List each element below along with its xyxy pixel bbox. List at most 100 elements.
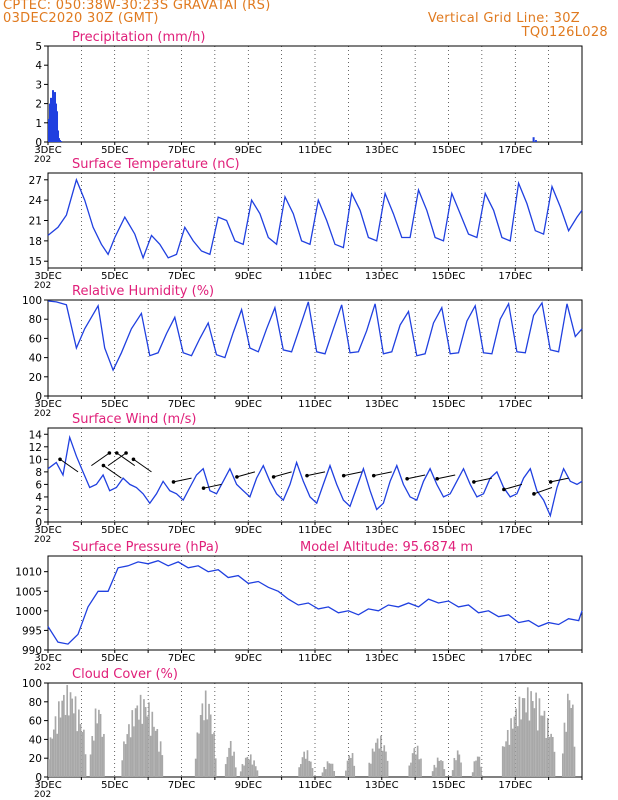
wind-arrow-head <box>548 480 553 484</box>
cloud-bar <box>194 758 197 777</box>
wind-arrow-head <box>405 476 409 481</box>
wind-arrow <box>550 477 569 483</box>
x-tick-label: 7DEC <box>168 780 195 791</box>
cloud-bar <box>521 698 524 777</box>
cloud-bar <box>123 741 125 777</box>
cloud-bar <box>244 757 247 777</box>
y-tick-label: 10 <box>29 454 42 466</box>
wind-arrow <box>473 477 492 483</box>
wind-arrow <box>91 452 110 467</box>
cloud-bar <box>161 755 164 777</box>
wind-arrow <box>503 483 523 490</box>
cloud-bar <box>144 707 147 777</box>
cloud-bar <box>438 760 441 777</box>
y-tick-label: 2 <box>35 504 42 516</box>
wind-arrow <box>373 471 392 477</box>
wind-arrow-head <box>235 475 239 479</box>
cloud-bar <box>530 691 532 777</box>
y-tick-label: 3 <box>35 79 42 91</box>
cloud-bar <box>531 701 534 777</box>
cloud-bar <box>533 708 536 777</box>
cloud-bar <box>566 693 569 777</box>
series-line <box>47 560 583 645</box>
cloud-bar <box>136 705 139 777</box>
cloud-bar <box>133 726 135 777</box>
x-tick-label: 15DEC <box>432 271 466 282</box>
wind-arrow <box>236 471 256 478</box>
x-tick-label: 15DEC <box>432 780 466 791</box>
cloud-bar <box>323 766 326 777</box>
cloud-bar <box>321 772 324 777</box>
cloud-bar <box>346 760 349 777</box>
cloud-bar <box>515 708 517 777</box>
cloud-bar <box>134 708 137 777</box>
cloud-bar <box>443 769 446 777</box>
cloud-bar <box>473 761 476 777</box>
cloud-bar <box>206 719 209 777</box>
wind-arrow-head <box>271 475 276 479</box>
cloud-bar <box>201 703 204 777</box>
cloud-bar <box>526 687 529 777</box>
cloud-bar <box>506 729 509 777</box>
panel-title: Cloud Cover (%) <box>72 667 178 682</box>
y-tick-label: 100 <box>22 678 42 690</box>
cloud-bar <box>330 763 332 777</box>
cloud-bar <box>246 756 249 777</box>
cloud-bar <box>476 756 479 777</box>
x-tick-label: 5DEC <box>101 780 128 791</box>
wind-arrow <box>203 483 222 489</box>
cloud-bar <box>93 740 95 777</box>
cloud-bar <box>420 758 422 777</box>
cloud-bar <box>501 746 504 777</box>
cloud-bar <box>433 764 436 777</box>
wind-arrow-head <box>532 492 536 496</box>
cloud-bar <box>520 719 522 777</box>
y-tick-label: 0 <box>35 772 42 784</box>
cloud-bar <box>253 760 255 777</box>
cloud-bar <box>83 729 85 777</box>
header-datetime: 03DEC2020 30Z (GMT) <box>3 11 159 26</box>
cloud-bar <box>528 720 531 777</box>
cloud-bar <box>228 747 230 777</box>
x-tick-label: 11DEC <box>298 653 332 664</box>
x-tick-label: 7DEC <box>168 271 195 282</box>
precip-bar <box>48 118 51 142</box>
cloud-bar <box>440 760 442 777</box>
x-tick-label: 17DEC <box>498 780 532 791</box>
y-tick-label: 1000 <box>15 606 42 618</box>
cloud-bar <box>303 751 305 777</box>
cloud-bar <box>441 761 444 777</box>
cloud-bar <box>478 756 481 777</box>
cloud-bar <box>553 751 556 777</box>
cloud-bar <box>146 716 149 777</box>
cloud-bar <box>350 757 352 777</box>
cloud-bar <box>385 751 387 777</box>
x-year-label: 202 <box>34 409 51 419</box>
wind-arrow <box>103 465 122 479</box>
x-tick-label: 13DEC <box>365 780 399 791</box>
cloud-bar <box>131 710 134 777</box>
cloud-bar <box>545 737 547 777</box>
cloud-bar <box>298 767 300 777</box>
cloud-bar <box>435 767 437 777</box>
cloud-bar <box>411 753 414 777</box>
wind-arrow <box>306 471 326 477</box>
series-line <box>47 434 583 518</box>
cloud-bar <box>248 759 250 777</box>
cloud-bar <box>208 703 210 777</box>
y-tick-label: 0 <box>35 137 42 149</box>
cloud-bar <box>198 733 200 777</box>
y-tick-label: 1005 <box>15 586 42 598</box>
cloud-bar <box>224 764 227 777</box>
cloud-bar <box>415 754 417 777</box>
precip-bar <box>52 90 55 142</box>
y-tick-label: 15 <box>29 256 42 268</box>
cloud-bar <box>139 694 142 777</box>
cloud-bar <box>76 731 79 777</box>
cloud-bar <box>304 758 307 777</box>
cloud-bar <box>49 737 52 777</box>
cloud-bar <box>251 764 254 777</box>
cloud-bar <box>306 750 309 777</box>
cloud-bar <box>154 730 157 777</box>
